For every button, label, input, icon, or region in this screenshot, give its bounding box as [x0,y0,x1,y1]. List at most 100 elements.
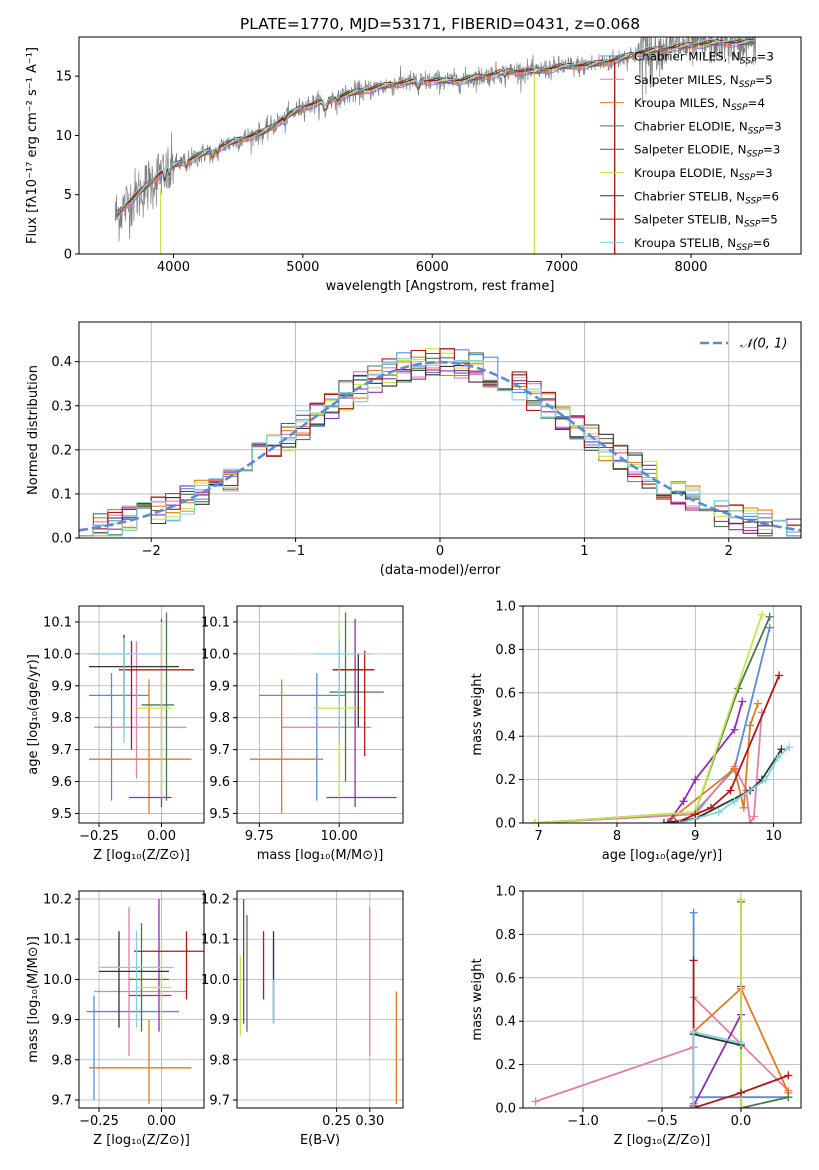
legend-nssp-value: 3 [774,119,782,133]
axes-frame: 7 8 9 10 0.0 0.2 0.4 0.6 0.8 1.0 age [log₁₀(age/yr… [470,600,802,863]
errorbar-kroupa-stelib [89,637,162,744]
x-tick-label: 0.00 [147,829,176,844]
y-tick-label: 0.8 [495,928,516,943]
y-tick-label: 10.0 [43,973,72,988]
y-axis-label: Normed distribution [26,365,41,495]
x-axis-label: E(B-V) [300,1133,340,1148]
y-tick-label: 0.0 [495,1102,516,1117]
errorbar-kroupa-miles [89,679,192,814]
x-tick-label: 8000 [674,260,707,275]
x-tick-label: 10.00 [321,829,358,844]
y-tick-label: 0.0 [51,532,72,547]
y-tick-label: 9.5 [209,807,230,822]
normal-distribution-curve [79,360,801,532]
axes-border [78,605,205,824]
massweight-series-chabrier-elodie [736,897,793,1108]
x-tick-label: −0.5 [646,1114,678,1129]
y-tick-label: 10.1 [43,933,72,948]
legend-nssp-eq: = [764,119,774,133]
y-tick-label: 5 [64,188,72,203]
y-tick-label: 9.8 [51,711,72,726]
errorbar-kroupa-elodie [136,939,172,1032]
plot-area [114,37,756,254]
y-tick-label: 0 [64,248,72,263]
x-tick-label: 6000 [416,260,449,275]
legend-nssp-prefix: , N [722,73,738,87]
y-tick-label: 0.2 [495,773,516,788]
errorbar-kroupa-stelib [99,931,174,1028]
legend-nssp-value: 6 [763,236,771,250]
legend-model-name: Chabrier ELODIE [634,119,731,133]
errorbar-chabrier-stelib [89,634,179,728]
errorbar-salpeter-stelib [119,641,194,750]
y-tick-label: 0.3 [51,399,72,414]
legend-nssp-eq: = [763,143,773,157]
axes-frame: −1.0 −0.5 0.0 0.0 0.2 0.4 0.6 0.8 1.0 Z [log₁₀(Z/… [470,885,802,1148]
legend-nssp-prefix: , N [730,143,746,157]
x-tick-label: 4000 [157,260,190,275]
y-tick-label: 10 [55,129,72,144]
errorbar-salpeter-miles [94,907,187,1056]
x-tick-label: 0.0 [731,1114,752,1129]
x-tick-label: −0.25 [79,829,119,844]
errorbar-chabrier-elodie [129,923,169,1032]
massweight-vs-metallicity-panel: −1.0 −0.5 0.0 0.0 0.2 0.4 0.6 0.8 1.0 Z [log₁₀(Z/… [470,885,802,1148]
x-tick-label: 0.00 [147,1114,176,1129]
y-axis-label: Flux [fλ10⁻¹⁷ erg cm⁻² s⁻¹ A⁻¹] [25,47,40,244]
massweight-series-kroupa-elodie [736,895,745,1108]
legend-nssp-prefix: , N [720,236,736,250]
legend-model-name: Kroupa STELIB [634,236,720,250]
errorbar-kroupa-stelib [313,637,372,744]
legend-nssp-value: 3 [765,166,773,180]
y-tick-label: 10.0 [201,973,230,988]
legend-nssp-eq: = [760,213,770,227]
legend-label: Kroupa MILES, NSSP=4 [634,96,765,113]
legend-nssp-prefix: , N [724,50,740,64]
y-tick-label: 9.9 [51,1013,72,1028]
observed-spectrum [114,37,756,242]
errorbar-chabrier-miles [259,673,346,801]
x-tick-label: 10 [765,829,782,844]
spectrum-panel: 4000 5000 6000 7000 8000 0 5 10 15 wavelength [An… [25,36,802,294]
y-tick-label: 0.6 [495,971,516,986]
legend-nssp-value: 5 [770,213,778,227]
x-tick-label: −2 [142,544,161,559]
plot-area [531,895,793,1108]
residuals-legend: 𝒩(0, 1) [700,337,787,352]
legend-label: Chabrier ELODIE, NSSP=3 [634,119,782,136]
y-tick-label: 10.1 [201,933,230,948]
x-tick-label: 7000 [545,260,578,275]
legend-nssp-prefix: , N [715,96,731,110]
age-vs-mass-panel: 9.75 10.00 9.5 9.6 9.7 9.8 9.9 10.0 10.1 mass [lo… [201,605,404,863]
x-tick-label: 9 [691,829,699,844]
axes-border [78,890,205,1109]
y-tick-label: 9.9 [51,679,72,694]
legend-model-name: Salpeter ELODIE [634,143,730,157]
legend-model-name: Salpeter STELIB [634,213,728,227]
y-tick-label: 0.4 [51,355,72,370]
y-tick-label: 10.2 [43,893,72,908]
x-axis-label: mass [log₁₀(M/M⊙)] [257,848,384,863]
legend-nssp-subscript: SSP [740,57,757,67]
errorbar-salpeter-elodie [129,618,172,808]
residual-histogram-kroupa-stelib [79,358,801,537]
legend-label: Salpeter MILES, NSSP=5 [634,73,773,90]
legend-nssp-prefix: , N [729,189,745,203]
massweight-vs-age-panel: 7 8 9 10 0.0 0.2 0.4 0.6 0.8 1.0 age [log₁₀(age/yr… [470,600,802,863]
legend-model-name: Chabrier MILES [634,50,724,64]
legend-nssp-value: 3 [773,143,781,157]
model-spectrum-salpeter-stelib [116,38,755,213]
y-tick-label: 10.0 [43,647,72,662]
y-tick-label: 0.8 [495,643,516,658]
model-spectrum-kroupa-stelib [116,38,755,213]
series-line [675,675,780,823]
legend-label: Kroupa STELIB, NSSP=6 [634,236,770,253]
x-tick-label: 2 [725,544,733,559]
series-line [534,616,771,823]
y-tick-label: 9.8 [51,1053,72,1068]
x-tick-label: 0.30 [355,1114,384,1129]
legend-nssp-eq: = [755,73,765,87]
x-axis-label: age [log₁₀(age/yr)] [602,848,723,863]
